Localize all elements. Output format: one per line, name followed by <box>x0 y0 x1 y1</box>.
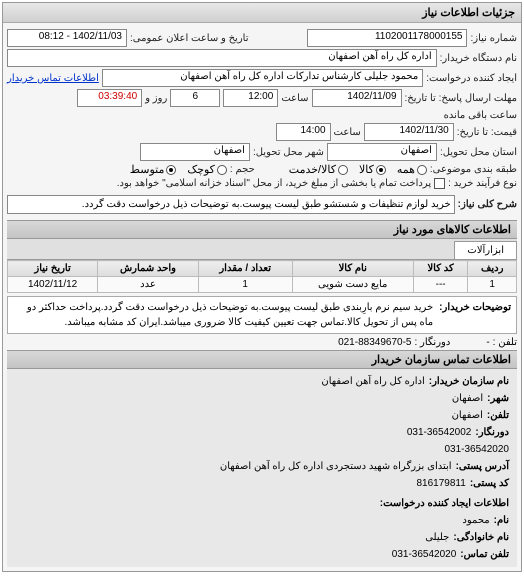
creator-field: محمود جلیلی کارشناس تدارکات اداره کل راه… <box>102 69 423 87</box>
radio-small[interactable]: کوچک <box>187 163 227 176</box>
creator-label: ایجاد کننده درخواست: <box>426 73 517 84</box>
c-addr-k: آدرس پستی: <box>456 458 509 475</box>
time-label-2: ساعت <box>334 127 361 138</box>
td-date: 1402/11/12 <box>8 277 98 293</box>
c-fax-k: دورنگار: <box>475 424 509 441</box>
deadline-date: 1402/11/09 <box>312 89 402 107</box>
pub-dt-label: تاریخ و ساعت اعلان عمومی: <box>130 33 249 44</box>
table-header-row: ردیف کد کالا نام کالا تعداد / مقدار واحد… <box>8 261 517 277</box>
radio-goods[interactable]: کالا <box>359 163 386 176</box>
contact-section-header: اطلاعات تماس سازمان خریدار <box>7 350 517 369</box>
tab-tools[interactable]: ابزارآلات <box>454 241 517 259</box>
panel-body: شماره نیاز: 1102001178000155 تاریخ و ساع… <box>3 23 521 571</box>
radio-med[interactable]: متوسط <box>130 163 177 176</box>
c-ctel-v: 031-36542020 <box>392 546 457 563</box>
province-field: اصفهان <box>327 143 437 161</box>
desc-label: شرح کلی نیاز: <box>458 199 517 210</box>
remain-label: ساعت باقی مانده <box>444 110 517 121</box>
c-fax-v: 031-36542002 <box>407 424 472 441</box>
panel-title: جزئیات اطلاعات نیاز <box>3 3 521 23</box>
pay-checkbox[interactable] <box>434 178 445 189</box>
goods-section-header: اطلاعات کالاهای مورد نیاز <box>7 220 517 239</box>
c-prov-v: اصفهان <box>452 390 483 407</box>
c-fax2-v: 031-36542020 <box>444 441 509 458</box>
tel-prefix: تلفن : <box>493 337 517 348</box>
buyer-note-box: توضیحات خریدار: خرید سیم نرم بارِبندی طب… <box>7 296 517 334</box>
c-zip-k: کد پستی: <box>470 475 509 492</box>
c-name-v: محمود <box>462 512 489 529</box>
contact-link[interactable]: اطلاعات تماس خریدار <box>7 73 99 84</box>
deadline-time: 12:00 <box>223 89 278 107</box>
desc-field: خرید لوازم تنظیفات و شستشو طبق لیست پیوس… <box>7 195 455 214</box>
city-field: اصفهان <box>140 143 250 161</box>
td-name: مایع دست شویی <box>292 277 413 293</box>
pub-dt-field: 1402/11/03 - 08:12 <box>7 29 127 47</box>
c-zip-v: 816179811 <box>417 475 466 492</box>
details-panel: جزئیات اطلاعات نیاز شماره نیاز: 11020011… <box>2 2 522 572</box>
deadline-label: مهلت ارسال پاسخ: تا تاریخ: <box>405 93 517 104</box>
province-label: استان محل تحویل: <box>440 147 517 158</box>
table-row[interactable]: 1 --- مایع دست شویی 1 عدد 1402/11/12 <box>8 277 517 293</box>
radio-service[interactable]: کالا/خدمت <box>289 163 348 176</box>
td-unit: عدد <box>98 277 199 293</box>
c-creator-hdr: اطلاعات ایجاد کننده درخواست: <box>380 495 509 512</box>
th-unit: واحد شمارش <box>98 261 199 277</box>
td-row: 1 <box>468 277 517 293</box>
buyer-note-label: توضیحات خریدار: <box>439 300 511 330</box>
quote-label: قیمت: تا تاریخ: <box>457 127 517 138</box>
c-lname-k: نام خانوادگی: <box>453 529 509 546</box>
quote-time: 14:00 <box>276 123 331 141</box>
goods-table: ردیف کد کالا نام کالا تعداد / مقدار واحد… <box>7 260 517 293</box>
radio-all[interactable]: همه <box>397 163 427 176</box>
size-label: حجم : <box>230 164 255 175</box>
th-date: تاریخ نیاز <box>8 261 98 277</box>
pay-note: پرداخت تمام یا بخشی از مبلغ خرید، از محل… <box>117 178 431 189</box>
c-tel-k: تلفن: <box>487 407 509 424</box>
contact-block: نام سازمان خریدار: اداره کل راه آهن اصفها… <box>7 369 517 567</box>
org-field: اداره کل راه آهن اصفهان <box>7 49 437 67</box>
remain-field: 03:39:40 <box>77 89 142 107</box>
c-addr-v: ابتدای بزرگراه شهید دستجردی اداره کل راه… <box>220 458 452 475</box>
c-lname-v: جلیلی <box>425 529 449 546</box>
fax-prefix: دورنگار : <box>414 337 450 348</box>
th-row: ردیف <box>468 261 517 277</box>
th-qty: تعداد / مقدار <box>198 261 292 277</box>
city-label: شهر محل تحویل: <box>253 147 324 158</box>
cat-label: طبقه بندی موضوعی: <box>430 164 517 175</box>
pay-label: نوع فرآیند خرید : <box>448 178 517 189</box>
c-prov-k: شهر: <box>487 390 509 407</box>
buyer-note-text: خرید سیم نرم بارِبندی طبق لیست پیوست.به … <box>13 300 433 330</box>
quote-date: 1402/11/30 <box>364 123 454 141</box>
time-label-1: ساعت <box>281 93 308 104</box>
tab-bar: ابزارآلات <box>7 239 517 260</box>
c-org-k: نام سازمان خریدار: <box>429 373 509 390</box>
c-name-k: نام: <box>494 512 509 529</box>
c-org-v: اداره کل راه آهن اصفهان <box>321 373 424 390</box>
org-label: نام دستگاه خریدار: <box>440 53 517 64</box>
td-code: --- <box>413 277 468 293</box>
days-and-label: روز و <box>145 93 167 104</box>
c-tel-v: اصفهان <box>452 407 483 424</box>
td-qty: 1 <box>198 277 292 293</box>
req-no-label: شماره نیاز: <box>470 33 517 44</box>
days-field: 6 <box>170 89 220 107</box>
th-name: نام کالا <box>292 261 413 277</box>
c-ctel-k: تلفن تماس: <box>460 546 509 563</box>
tel-blank: - <box>486 337 489 348</box>
req-no-field: 1102001178000155 <box>307 29 467 47</box>
th-code: کد کالا <box>413 261 468 277</box>
fax-no: 021-88349670-5 <box>338 337 411 348</box>
